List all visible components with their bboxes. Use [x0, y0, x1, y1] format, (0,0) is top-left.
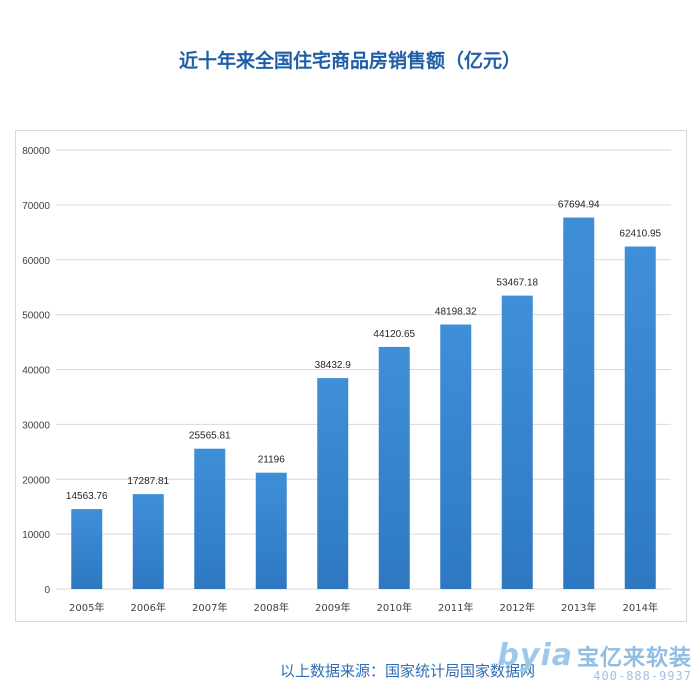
data-label: 62410.95 [619, 229, 661, 240]
y-tick-label: 0 [44, 585, 50, 596]
y-tick-label: 30000 [22, 420, 50, 431]
bar [440, 324, 472, 589]
chart-title: 近十年来全国住宅商品房销售额（亿元） [178, 50, 521, 72]
data-label: 44120.65 [373, 329, 415, 340]
watermark: byia 宝亿来软装 400-888-9937 [497, 638, 692, 683]
watermark-logo-text: byia [497, 638, 573, 673]
data-label: 38432.9 [315, 360, 352, 371]
data-label: 48198.32 [435, 307, 477, 318]
data-source-note: 以上数据来源：国家统计局国家数据网 [280, 662, 536, 680]
bar [501, 295, 533, 589]
y-tick-label: 80000 [22, 146, 50, 157]
data-label: 67694.94 [558, 200, 600, 211]
bar-chart: 0 10000 20000 30000 40000 50000 60000 70000 8000… [22, 146, 671, 614]
x-tick-label: 2014年 [623, 601, 658, 614]
bar [624, 246, 656, 590]
y-tick-label: 50000 [22, 311, 50, 322]
data-label: 17287.81 [127, 476, 169, 487]
x-tick-label: 2009年 [315, 601, 350, 614]
x-tick-label: 2007年 [192, 601, 227, 614]
bar [71, 509, 103, 589]
y-tick-label: 60000 [22, 256, 50, 267]
bar [255, 472, 287, 589]
data-label: 53467.18 [496, 278, 538, 289]
watermark-brand: 宝亿来软装 [576, 646, 692, 671]
watermark-logo: byia 宝亿来软装 [497, 638, 692, 673]
bar [194, 448, 226, 589]
bar [378, 346, 410, 589]
data-label: 21196 [258, 455, 286, 466]
x-tick-label: 2013年 [561, 601, 596, 614]
bar [563, 217, 595, 589]
x-tick-label: 2006年 [131, 601, 166, 614]
data-label: 14563.76 [66, 491, 108, 502]
x-tick-label: 2008年 [254, 601, 289, 614]
y-tick-label: 10000 [22, 530, 50, 541]
x-tick-label: 2011年 [438, 601, 473, 614]
x-tick-label: 2005年 [69, 601, 104, 614]
chart-panel: 0 10000 20000 30000 40000 50000 60000 70000 8000… [15, 130, 687, 622]
bar [132, 494, 164, 589]
y-tick-label: 70000 [22, 201, 50, 212]
x-tick-label: 2010年 [377, 601, 412, 614]
x-tick-label: 2012年 [500, 601, 535, 614]
watermark-phone: 400-888-9937 [593, 669, 692, 683]
y-tick-label: 20000 [22, 475, 50, 486]
bar [317, 378, 349, 589]
y-tick-label: 40000 [22, 366, 50, 377]
data-label: 25565.81 [189, 431, 231, 442]
